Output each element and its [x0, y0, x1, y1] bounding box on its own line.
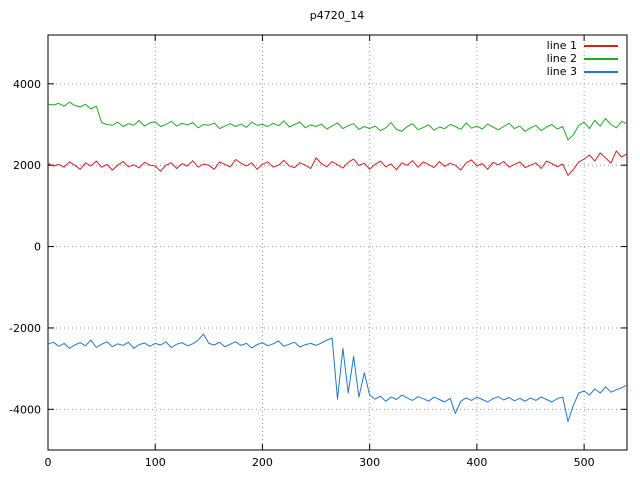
- y-tick-label: 2000: [13, 159, 41, 172]
- legend-label: line 2: [546, 52, 577, 65]
- y-tick-label: 0: [34, 241, 41, 254]
- x-tick-label: 0: [45, 456, 52, 469]
- series-line-3: [47, 333, 628, 422]
- legend-item: line 2: [547, 53, 618, 64]
- y-tick-label: -4000: [9, 403, 41, 416]
- legend-line-sample: [584, 44, 618, 47]
- x-tick-label: 400: [466, 456, 487, 469]
- plot-border: [47, 34, 628, 451]
- x-tick-label: 500: [574, 456, 595, 469]
- legend-item: line 1: [547, 40, 618, 51]
- x-tick-label: 100: [145, 456, 166, 469]
- legend-item: line 3: [547, 66, 618, 77]
- legend: line 1 line 2 line 3: [547, 40, 618, 77]
- x-tick-label: 300: [359, 456, 380, 469]
- x-tick-label: 200: [252, 456, 273, 469]
- legend-line-sample: [584, 70, 618, 73]
- y-tick-label: 4000: [13, 78, 41, 91]
- series-line-1: [47, 150, 628, 176]
- legend-label: line 1: [546, 39, 577, 52]
- plot-layer: 0 100 200 300 400 500 -4000 -2000 0 2000 4000: [9, 34, 628, 469]
- series-line-2: [47, 101, 628, 141]
- legend-line-sample: [584, 57, 618, 60]
- legend-label: line 3: [546, 65, 577, 78]
- y-tick-label: -2000: [9, 322, 41, 335]
- chart-title: p4720_14: [310, 9, 364, 22]
